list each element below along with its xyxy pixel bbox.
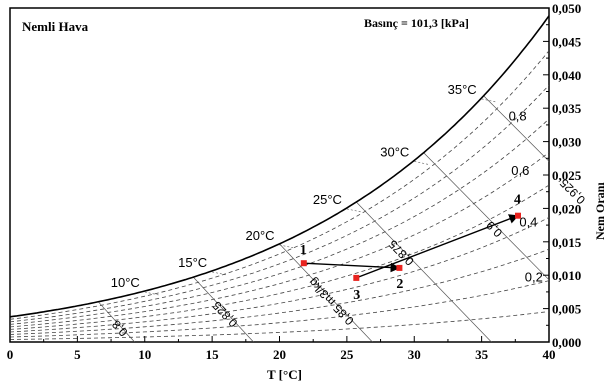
state-point bbox=[396, 264, 403, 271]
x-tick-label: 40 bbox=[543, 347, 556, 362]
y-tick-label: 0,030 bbox=[552, 135, 581, 150]
y-tick-label: 0,025 bbox=[552, 168, 582, 183]
axes-group: 0 5 10 15 20 25 30 35 400,000 0,005 0,010 0,015 0,02… bbox=[7, 1, 582, 362]
x-tick-label: 25 bbox=[340, 347, 354, 362]
x-axis-label: T [°C] bbox=[267, 367, 302, 382]
specific-volume-line bbox=[98, 301, 135, 342]
plot-frame bbox=[9, 7, 550, 343]
x-tick-label: 0 bbox=[7, 347, 14, 362]
x-tick-label: 15 bbox=[206, 347, 220, 362]
y-tick-label: 0,020 bbox=[552, 201, 581, 216]
state-point-label: 2 bbox=[396, 277, 403, 292]
y-tick-label: 0,015 bbox=[552, 235, 582, 250]
y-tick-label: 0,035 bbox=[552, 101, 582, 116]
relative-humidity-label: 0,6 bbox=[511, 163, 529, 178]
state-point bbox=[300, 260, 307, 267]
state-point-label: 3 bbox=[353, 288, 360, 303]
x-tick-label: 30 bbox=[408, 347, 421, 362]
state-point bbox=[353, 274, 360, 281]
y-tick-label: 0,000 bbox=[552, 335, 581, 350]
relative-humidity-label: 0,8 bbox=[509, 108, 527, 123]
specific-volume-line bbox=[279, 243, 373, 342]
y-tick-label: 0,045 bbox=[552, 34, 582, 49]
relative-humidity-line bbox=[10, 280, 549, 338]
x-tick-label: 10 bbox=[138, 347, 151, 362]
pressure-label: Basınç = 101,3 [kPa] bbox=[364, 16, 469, 30]
y-tick-label: 0,010 bbox=[552, 268, 581, 283]
state-point bbox=[515, 212, 521, 219]
process-arrow bbox=[356, 214, 519, 279]
x-tick-label: 35 bbox=[475, 347, 489, 362]
process-lines-group bbox=[303, 214, 519, 279]
relative-humidity-line bbox=[10, 217, 549, 333]
state-points-group: 1 2 3 4 bbox=[300, 193, 521, 303]
relative-humidity-line bbox=[10, 151, 549, 328]
specific-volume-line bbox=[356, 201, 492, 342]
temperature-label: 15°C bbox=[178, 255, 207, 270]
relative-humidity-line bbox=[10, 118, 549, 325]
y-tick-label: 0,040 bbox=[552, 68, 581, 83]
chart-title: Nemli Hava bbox=[22, 19, 89, 34]
x-tick-label: 20 bbox=[273, 347, 286, 362]
temperature-label: 35°C bbox=[448, 82, 477, 97]
temperature-label: 20°C bbox=[246, 228, 275, 243]
y-axis-label: Nem Oranı bbox=[593, 182, 607, 240]
relative-humidity-label: 0,4 bbox=[519, 215, 537, 230]
specific-volume-line bbox=[193, 276, 254, 342]
specific-volume-line bbox=[483, 95, 549, 162]
temperature-label: 30°C bbox=[380, 144, 409, 159]
temperature-label: 10°C bbox=[111, 275, 140, 290]
temperature-label: 25°C bbox=[313, 192, 342, 207]
relative-humidity-line bbox=[10, 311, 549, 340]
y-tick-label: 0,050 bbox=[552, 1, 581, 16]
x-tick-label: 5 bbox=[74, 347, 81, 362]
relative-humidity-label: 0,2 bbox=[525, 269, 543, 284]
state-point-label: 1 bbox=[300, 243, 307, 258]
chart-lines-group bbox=[10, 15, 549, 342]
specific-volume-line bbox=[423, 152, 549, 281]
y-tick-label: 0,005 bbox=[552, 302, 582, 317]
relative-humidity-line bbox=[10, 84, 549, 323]
state-point-label: 4 bbox=[514, 193, 521, 208]
saturation-curve bbox=[10, 15, 549, 318]
